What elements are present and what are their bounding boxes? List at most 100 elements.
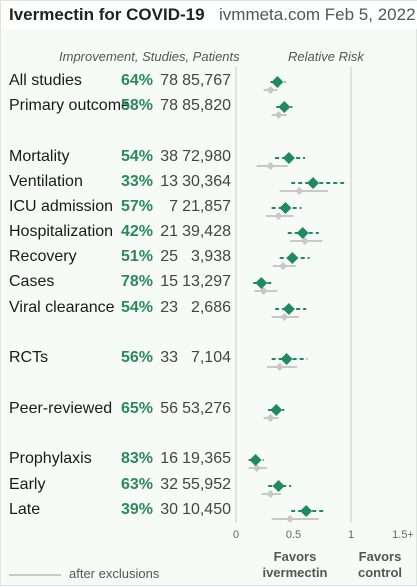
row-studies: 23: [160, 299, 178, 316]
row-studies: 32: [160, 476, 178, 493]
row-label: Peer-reviewed: [9, 400, 113, 417]
row-improvement: 54%: [120, 148, 153, 165]
row-patients: 72,980: [182, 148, 231, 165]
row-patients: 39,428: [182, 223, 231, 240]
exclusion-marker: [275, 363, 284, 371]
row-label: Viral clearance: [9, 299, 115, 316]
rr-diamond-marker: [282, 303, 295, 315]
exclusion-marker: [259, 287, 268, 295]
row-label: All studies: [9, 72, 82, 89]
row-improvement: 57%: [120, 198, 153, 215]
row-studies: 78: [160, 72, 178, 89]
exclusion-marker: [266, 414, 275, 422]
row-studies: 78: [160, 97, 178, 114]
rr-diamond-marker: [300, 505, 313, 517]
exclusion-marker: [274, 111, 283, 119]
row-patients: 19,365: [182, 450, 231, 467]
row-label: Mortality: [9, 148, 70, 165]
row-improvement: 39%: [120, 501, 153, 518]
row-label: Prophylaxis: [9, 450, 92, 467]
rr-diamond-marker: [249, 454, 262, 466]
favors-label-line: Favors: [358, 549, 402, 564]
page-title: Ivermectin for COVID-19: [9, 5, 205, 24]
row-patients: 2,686: [190, 299, 231, 316]
columns-header-left: Improvement, Studies, Patients: [59, 49, 240, 64]
row-improvement: 83%: [120, 450, 153, 467]
row-patients: 85,767: [182, 72, 231, 89]
row-studies: 15: [160, 273, 178, 290]
row-patients: 30,364: [182, 173, 231, 190]
row-patients: 55,952: [182, 476, 231, 493]
row-patients: 53,276: [182, 400, 231, 417]
row-label: Late: [9, 501, 41, 518]
row-studies: 13: [160, 173, 178, 190]
row-label: RCTs: [9, 349, 49, 366]
row-patients: 3,938: [190, 248, 231, 265]
x-tick-label: 1.5+: [392, 529, 414, 541]
row-improvement: 33%: [120, 173, 153, 190]
rr-diamond-marker: [307, 177, 320, 189]
row-label: Recovery: [9, 248, 77, 265]
x-tick-label: 0: [233, 529, 239, 541]
exclusion-marker: [295, 187, 304, 195]
row-improvement: 64%: [120, 72, 153, 89]
favors-ivermectin-label: Favors ivermectin: [245, 549, 345, 581]
rr-diamond-marker: [272, 480, 285, 492]
row-improvement: 63%: [120, 476, 153, 493]
row-patients: 21,857: [182, 198, 231, 215]
favors-control-label: Favors control: [345, 549, 415, 581]
x-tick-label: 0.5: [286, 529, 301, 541]
favors-label-line: control: [357, 565, 403, 580]
legend-after-exclusions: after exclusions: [69, 566, 160, 581]
exclusion-marker: [286, 515, 295, 523]
rr-diamond-marker: [286, 252, 299, 264]
row-patients: 7,104: [190, 349, 231, 366]
x-tick-label: 1: [348, 529, 354, 541]
row-studies: 16: [160, 450, 178, 467]
exclusion-marker: [266, 86, 275, 94]
row-improvement: 54%: [120, 299, 153, 316]
row-studies: 38: [160, 148, 178, 165]
row-label: Ventilation: [9, 173, 83, 190]
rr-diamond-marker: [279, 202, 292, 214]
row-improvement: 56%: [120, 349, 153, 366]
header-bar: Ivermectin for COVID-19 ivmmeta.com Feb …: [1, 1, 417, 29]
favors-label-line: Favors: [273, 549, 317, 564]
row-improvement: 78%: [120, 273, 153, 290]
row-studies: 30: [160, 501, 178, 518]
exclusion-marker: [274, 212, 283, 220]
row-studies: 56: [160, 400, 178, 417]
exclusion-marker: [266, 490, 275, 498]
row-patients: 10,450: [182, 501, 231, 518]
rr-diamond-marker: [270, 404, 283, 416]
rr-diamond-marker: [296, 227, 309, 239]
columns-header-right: Relative Risk: [288, 49, 364, 64]
legend-exclusion-line: [9, 574, 61, 576]
exclusion-marker: [279, 262, 288, 270]
exclusion-marker: [266, 162, 275, 170]
row-patients: 85,820: [182, 97, 231, 114]
rr-diamond-marker: [278, 101, 291, 113]
exclusion-marker: [301, 237, 309, 245]
rr-diamond-marker: [255, 277, 268, 289]
row-label: Early: [9, 476, 46, 493]
row-label: Hospitalization: [9, 223, 114, 240]
row-improvement: 42%: [120, 223, 153, 240]
row-label: ICU admission: [9, 198, 114, 215]
row-studies: 7: [169, 198, 178, 215]
rr-diamond-marker: [282, 152, 295, 164]
row-label: Primary outcome: [9, 97, 130, 114]
row-studies: 25: [160, 248, 178, 265]
favors-label-line: ivermectin: [262, 565, 328, 580]
site-and-date: ivmmeta.com Feb 5, 2022: [219, 5, 416, 24]
rr-diamond-marker: [271, 76, 284, 88]
row-improvement: 65%: [120, 400, 153, 417]
exclusion-marker: [252, 464, 261, 472]
row-label: Cases: [9, 273, 55, 290]
rr-diamond-marker: [280, 353, 293, 365]
row-improvement: 58%: [120, 97, 153, 114]
row-improvement: 51%: [120, 248, 153, 265]
row-patients: 13,297: [182, 273, 231, 290]
